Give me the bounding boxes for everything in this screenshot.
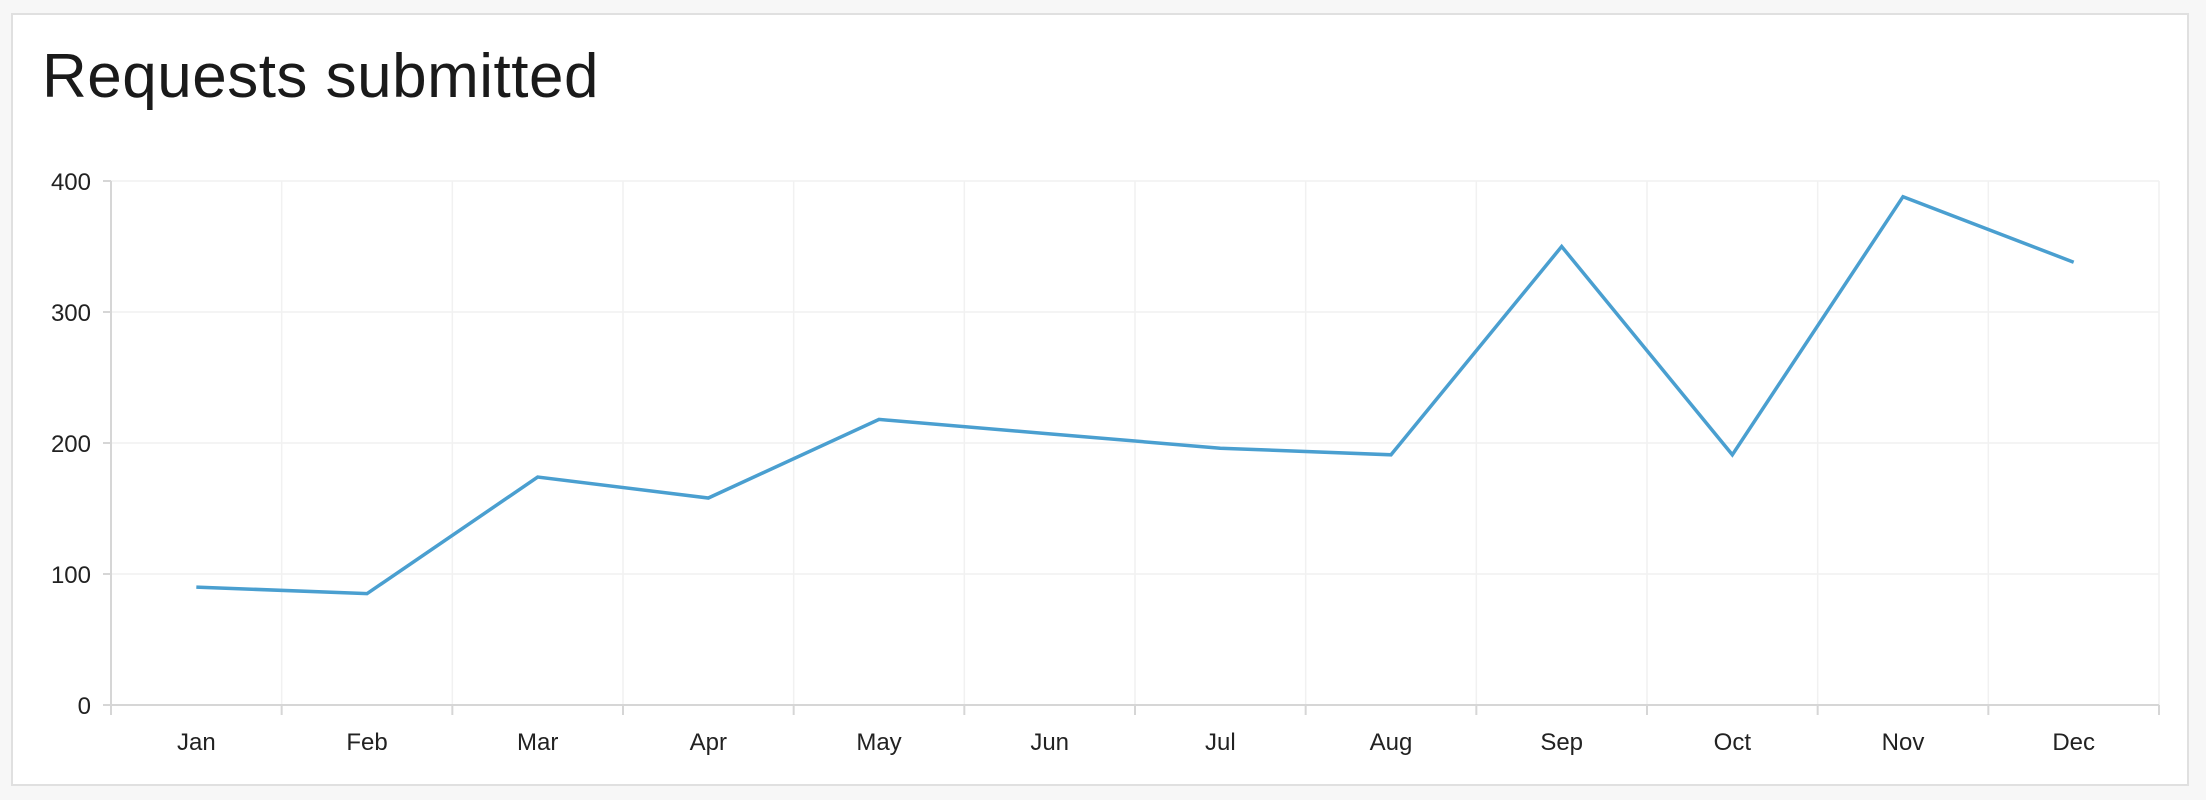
x-tick-label: Jul: [1205, 729, 1236, 756]
x-tick-label: Jun: [1030, 729, 1069, 756]
y-tick-label: 300: [51, 300, 91, 327]
chart-card: Requests submitted: [11, 13, 2189, 786]
chart-title: Requests submitted: [42, 42, 599, 111]
x-tick-label: Jan: [177, 729, 216, 756]
x-tick-label: May: [856, 729, 901, 756]
y-tick-label: 200: [51, 431, 91, 458]
x-tick-label: Sep: [1540, 729, 1583, 756]
x-tick-label: Dec: [2052, 729, 2095, 756]
x-tick-label: Aug: [1370, 729, 1413, 756]
y-tick-label: 100: [51, 562, 91, 589]
x-tick-label: Mar: [517, 729, 558, 756]
x-tick-label: Nov: [1882, 729, 1925, 756]
data-line: [196, 194, 2075, 596]
x-tick-label: Apr: [690, 729, 727, 756]
y-tick-label: 0: [78, 693, 91, 720]
x-tick-label: Feb: [346, 729, 387, 756]
x-tick-label: Oct: [1714, 729, 1752, 756]
y-tick-label: 400: [51, 169, 91, 196]
